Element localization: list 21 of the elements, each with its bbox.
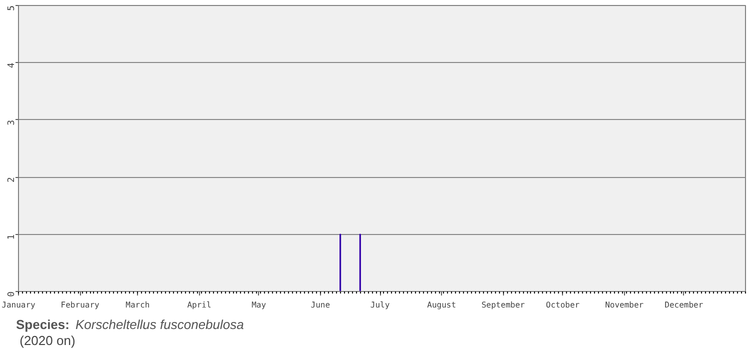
y-tick-label: 2 (7, 177, 17, 183)
y-tick-label: 0 (7, 291, 17, 297)
y-tick-label: 4 (7, 62, 17, 68)
x-tick-label: December (664, 300, 704, 310)
x-tick-label: June (310, 300, 330, 310)
x-tick-label: November (605, 300, 644, 310)
x-tick-label: May (252, 300, 266, 310)
x-tick-label: April (187, 300, 212, 310)
x-tick-label: March (126, 300, 150, 310)
x-tick-label: October (546, 300, 580, 310)
x-tick-label: September (481, 300, 526, 310)
y-tick-label: 3 (7, 120, 17, 126)
y-tick-label: 5 (7, 5, 17, 11)
x-tick-label: February (60, 300, 100, 310)
text: Species: (16, 317, 70, 332)
x-tick-label: July (370, 300, 390, 310)
text: (2020 on) (20, 333, 76, 348)
text: Korscheltellus fusconebulosa (75, 317, 244, 332)
y-tick-label: 1 (7, 234, 17, 240)
x-tick-label: August (427, 300, 456, 310)
x-tick-label: January (2, 300, 36, 310)
